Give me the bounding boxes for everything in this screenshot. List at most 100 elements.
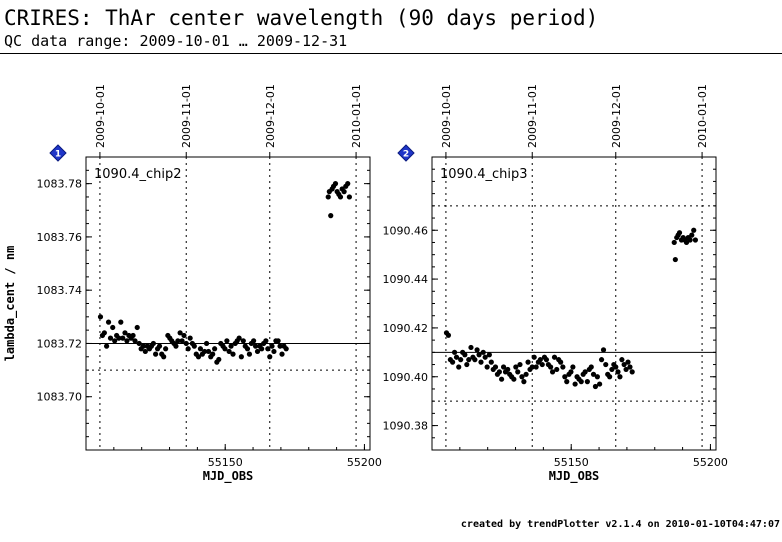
data-point [672,256,678,263]
data-point [578,379,584,385]
data-point [521,379,527,385]
data-point [453,354,460,360]
data-point [600,347,607,353]
x-tick-label: 55200 [693,456,728,469]
data-point [161,354,167,360]
y-tick-label: 1090.40 [383,371,429,384]
data-point [619,357,625,363]
data-point [464,361,470,368]
data-point [496,369,502,375]
data-point [216,356,222,363]
data-point [142,348,148,355]
x-tick-label: 55150 [554,456,589,469]
data-point [472,357,478,363]
page-subtitle: QC data range: 2009-10-01 … 2009-12-31 [4,32,348,50]
x-tick-label: 55200 [347,456,382,469]
data-point [181,332,187,339]
data-point [183,340,189,347]
data-point [173,343,179,349]
plot-frame [85,156,371,451]
data-point [548,364,554,370]
data-point [254,348,261,355]
data-point [533,364,539,370]
data-point [175,338,181,344]
data-point [511,376,517,382]
data-point [134,324,140,331]
data-point [689,232,695,238]
data-point [277,343,283,349]
data-point [597,381,603,387]
data-point [332,181,339,187]
data-point [592,383,599,390]
data-point [191,343,197,349]
page-title: CRIRES: ThAr center wavelength (90 days … [4,6,599,30]
data-point [692,237,698,243]
data-point [613,364,619,370]
data-point [537,357,543,363]
data-point [523,371,529,377]
data-point [122,330,128,336]
data-point [163,346,169,352]
data-point [267,354,273,360]
data-point [269,343,275,349]
data-point [197,346,204,352]
date-tick-label: 2009-11-01 [526,84,539,148]
x-tick-label: 55150 [208,456,243,469]
data-point [283,346,289,352]
data-point [482,354,488,360]
panel-badge-number: 1 [55,150,61,160]
data-point [205,348,212,355]
data-point [617,374,623,380]
panel-label: 1090.4_chip3 [440,167,528,182]
panel-badge-icon [397,144,415,162]
data-point [517,361,523,368]
date-tick-label: 2010-01-01 [350,84,363,148]
data-point [124,338,130,344]
data-point [140,343,146,349]
data-point [478,359,484,365]
data-point [238,354,244,360]
data-point [252,343,259,349]
data-point [691,227,697,233]
data-point [531,354,537,360]
data-point [177,330,183,336]
data-point [462,352,468,358]
y-tick-label: 1090.44 [383,273,429,286]
data-point [259,346,265,352]
data-point [564,379,570,385]
data-point [458,357,464,363]
date-tick-label: 2009-12-01 [264,84,277,148]
data-point [513,364,519,370]
data-point [341,189,347,195]
data-point [519,374,525,380]
y-tick-label: 1090.46 [383,224,429,237]
data-point [671,239,677,246]
data-point [212,346,218,352]
data-point [568,369,574,375]
data-point [337,194,344,200]
chart-panel-chip2: 2009-10-01 2009-11-01 2009-12-01 2010-01-01… [3,84,382,484]
data-point [590,371,597,377]
data-point [572,381,578,387]
data-point [539,361,545,368]
data-point [228,343,234,349]
data-point [570,364,576,370]
data-point [676,230,683,236]
data-point [279,351,285,357]
data-point [179,338,185,344]
data-point [104,343,110,349]
data-point [118,319,124,325]
data-point [202,348,208,355]
data-point [505,366,511,373]
data-point [588,364,594,370]
data-point [554,366,560,373]
data-point [560,364,566,370]
date-tick-label: 2009-10-01 [440,84,453,148]
data-point [222,346,228,352]
date-tick-label: 2010-01-01 [696,84,709,148]
data-point [203,340,210,347]
data-point [328,213,334,219]
data-point [271,348,277,355]
data-point [687,237,693,243]
data-point [346,194,352,200]
